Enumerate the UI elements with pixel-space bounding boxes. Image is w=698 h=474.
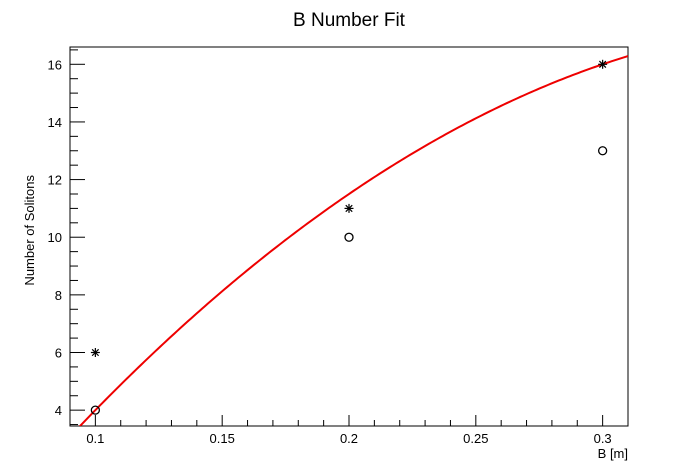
x-tick-label: 0.3: [594, 431, 612, 446]
y-tick-label: 4: [55, 403, 62, 418]
data-point-circle: [597, 146, 608, 156]
data-point-star: [344, 203, 354, 213]
y-tick-label: 16: [48, 57, 62, 72]
y-tick-label: 12: [48, 173, 62, 188]
y-tick-label: 14: [48, 115, 62, 130]
x-tick-label: 0.25: [463, 431, 488, 446]
star-stroke: [345, 204, 353, 213]
fit-curve: [78, 55, 628, 426]
data-point-circle: [344, 232, 354, 242]
y-tick-label: 8: [55, 288, 62, 303]
chart-title: B Number Fit: [293, 10, 406, 31]
data-point-circle: [90, 405, 101, 415]
star-stroke: [91, 348, 100, 357]
data-point-star: [598, 59, 608, 69]
data-point-star: [90, 348, 100, 358]
x-tick-label: 0.15: [210, 431, 235, 446]
star-stroke: [598, 60, 607, 68]
x-tick-label: 0.1: [86, 431, 104, 446]
y-axis-label: Number of Solitons: [22, 175, 37, 286]
plot-area: 0.1 0.15 0.2 0.25 0.3 4 6 8 10 12 14 16: [48, 46, 629, 446]
x-axis-label: B [m]: [598, 446, 628, 461]
x-tick-label: 0.2: [340, 431, 358, 446]
y-tick-label: 6: [55, 346, 62, 361]
y-tick-label: 10: [48, 230, 62, 245]
